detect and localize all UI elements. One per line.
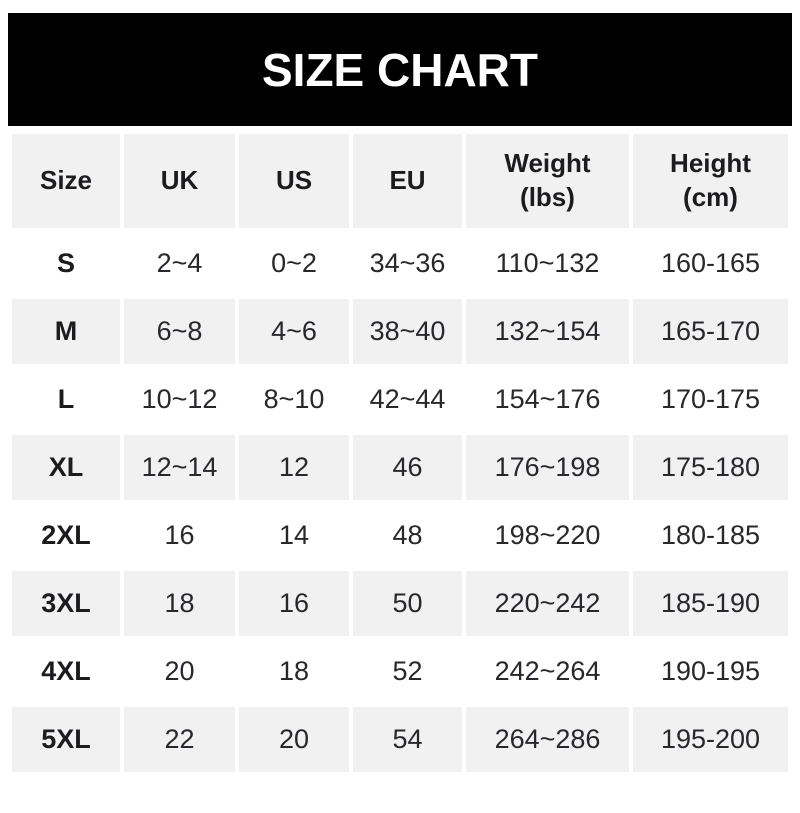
value-cell: 20 xyxy=(239,707,349,772)
value-cell: 34~36 xyxy=(353,231,462,296)
value-cell: 154~176 xyxy=(466,367,629,432)
value-cell: 176~198 xyxy=(466,435,629,500)
value-cell: 160-165 xyxy=(633,231,788,296)
table-row: L 10~12 8~10 42~44 154~176 170-175 xyxy=(12,367,788,432)
value-cell: 38~40 xyxy=(353,299,462,364)
value-cell: 4~6 xyxy=(239,299,349,364)
value-cell: 190-195 xyxy=(633,639,788,704)
size-cell: 5XL xyxy=(12,707,120,772)
size-chart-table: Size UK US EU Weight (lbs) Height (cm) S 2~4 0~2 3… xyxy=(8,131,792,775)
value-cell: 46 xyxy=(353,435,462,500)
value-cell: 42~44 xyxy=(353,367,462,432)
value-cell: 220~242 xyxy=(466,571,629,636)
value-cell: 52 xyxy=(353,639,462,704)
value-cell: 20 xyxy=(124,639,235,704)
value-cell: 165-170 xyxy=(633,299,788,364)
table-row: XL 12~14 12 46 176~198 175-180 xyxy=(12,435,788,500)
page-title: SIZE CHART xyxy=(262,43,538,96)
value-cell: 54 xyxy=(353,707,462,772)
value-cell: 198~220 xyxy=(466,503,629,568)
column-header-us: US xyxy=(239,134,349,228)
value-cell: 195-200 xyxy=(633,707,788,772)
value-cell: 264~286 xyxy=(466,707,629,772)
banner: SIZE CHART xyxy=(8,13,792,126)
header-row: Size UK US EU Weight (lbs) Height (cm) xyxy=(12,134,788,228)
value-cell: 170-175 xyxy=(633,367,788,432)
value-cell: 8~10 xyxy=(239,367,349,432)
value-cell: 50 xyxy=(353,571,462,636)
value-cell: 22 xyxy=(124,707,235,772)
value-cell: 2~4 xyxy=(124,231,235,296)
table-header: Size UK US EU Weight (lbs) Height (cm) xyxy=(12,134,788,228)
value-cell: 110~132 xyxy=(466,231,629,296)
value-cell: 180-185 xyxy=(633,503,788,568)
value-cell: 48 xyxy=(353,503,462,568)
value-cell: 16 xyxy=(124,503,235,568)
size-cell: S xyxy=(12,231,120,296)
size-cell: L xyxy=(12,367,120,432)
size-cell: M xyxy=(12,299,120,364)
table-row: M 6~8 4~6 38~40 132~154 165-170 xyxy=(12,299,788,364)
value-cell: 185-190 xyxy=(633,571,788,636)
value-cell: 242~264 xyxy=(466,639,629,704)
column-header-uk: UK xyxy=(124,134,235,228)
table-row: 2XL 16 14 48 198~220 180-185 xyxy=(12,503,788,568)
size-cell: XL xyxy=(12,435,120,500)
table-row: 5XL 22 20 54 264~286 195-200 xyxy=(12,707,788,772)
size-cell: 3XL xyxy=(12,571,120,636)
value-cell: 6~8 xyxy=(124,299,235,364)
table-row: 4XL 20 18 52 242~264 190-195 xyxy=(12,639,788,704)
value-cell: 132~154 xyxy=(466,299,629,364)
value-cell: 0~2 xyxy=(239,231,349,296)
column-header-eu: EU xyxy=(353,134,462,228)
value-cell: 16 xyxy=(239,571,349,636)
value-cell: 175-180 xyxy=(633,435,788,500)
value-cell: 14 xyxy=(239,503,349,568)
table-row: S 2~4 0~2 34~36 110~132 160-165 xyxy=(12,231,788,296)
size-cell: 2XL xyxy=(12,503,120,568)
column-header-size: Size xyxy=(12,134,120,228)
table-body: S 2~4 0~2 34~36 110~132 160-165 M 6~8 4~6 38~40 13… xyxy=(12,231,788,772)
value-cell: 10~12 xyxy=(124,367,235,432)
value-cell: 12~14 xyxy=(124,435,235,500)
size-cell: 4XL xyxy=(12,639,120,704)
value-cell: 18 xyxy=(239,639,349,704)
column-header-weight: Weight (lbs) xyxy=(466,134,629,228)
table-row: 3XL 18 16 50 220~242 185-190 xyxy=(12,571,788,636)
value-cell: 12 xyxy=(239,435,349,500)
column-header-height: Height (cm) xyxy=(633,134,788,228)
value-cell: 18 xyxy=(124,571,235,636)
